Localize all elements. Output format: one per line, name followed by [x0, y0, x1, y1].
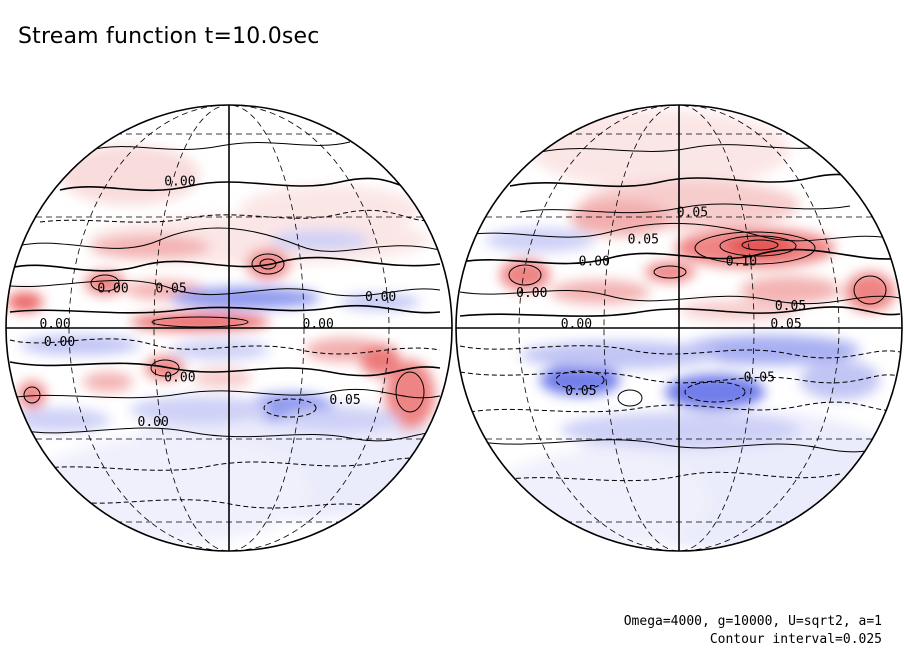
left-contour-label: 0.00	[303, 317, 334, 332]
left-contour-label: 0.00	[164, 174, 195, 189]
contour-interval-caption: Contour interval=0.025	[709, 632, 882, 647]
left-hemisphere: 0.00 0.00 0.05 0.00 0.00 0.00 0.00 0.00 0.05 0.00	[5, 104, 453, 552]
left-contour-labels: 0.00 0.00 0.05 0.00 0.00 0.00 0.00 0.00 0.05 0.00	[39, 174, 396, 430]
left-contour-label: 0.00	[365, 290, 396, 305]
right-contour-labels: 0.05 0.05 0.00 0.10 0.00 0.05 0.05 0.00 0.05 0.05	[516, 206, 806, 399]
right-hemisphere: 0.05 0.05 0.00 0.10 0.00 0.05 0.05 0.00 0.05 0.05	[455, 104, 903, 552]
right-contour-label: 0.05	[677, 206, 708, 221]
right-contour-label: 0.05	[775, 299, 806, 314]
parameters-caption: Omega=4000, g=10000, U=sqrt2, a=1	[623, 614, 882, 629]
right-contour-label: 0.05	[770, 317, 801, 332]
left-contour-label: 0.00	[164, 371, 195, 386]
left-contour-label: 0.00	[138, 415, 169, 430]
right-contour-label: 0.00	[561, 317, 592, 332]
left-contour-label: 0.00	[97, 281, 128, 296]
left-contour-label: 0.00	[39, 317, 70, 332]
left-contour-label: 0.05	[329, 393, 360, 408]
plot-title: Stream function t=10.0sec	[18, 24, 320, 49]
right-contour-label: 0.00	[579, 255, 610, 270]
right-contour-label: 0.05	[628, 232, 659, 247]
left-contour-label: 0.05	[155, 281, 186, 296]
left-contour-label: 0.00	[44, 335, 75, 350]
right-contour-label: 0.00	[516, 286, 547, 301]
right-contour-label: 0.05	[565, 384, 596, 399]
right-contour-label: 0.10	[726, 255, 757, 270]
right-contour-label: 0.05	[744, 371, 775, 386]
